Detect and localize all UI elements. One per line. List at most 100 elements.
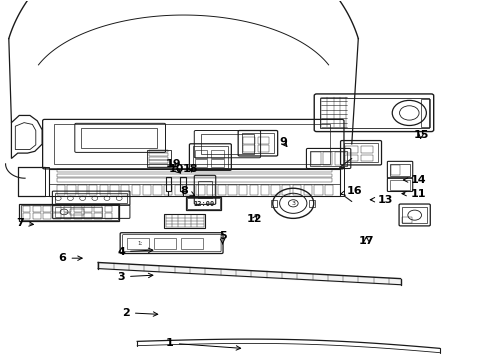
- Text: 3: 3: [291, 201, 295, 206]
- Bar: [84, 213, 92, 220]
- Bar: [210, 150, 223, 158]
- Bar: [360, 146, 372, 153]
- Text: 4: 4: [117, 247, 153, 257]
- Bar: [43, 213, 51, 220]
- Bar: [311, 152, 320, 165]
- Bar: [53, 206, 61, 212]
- Bar: [345, 146, 357, 153]
- Bar: [271, 200, 277, 207]
- Bar: [149, 149, 167, 152]
- Bar: [402, 217, 411, 224]
- Bar: [63, 213, 71, 220]
- Bar: [309, 151, 346, 166]
- Bar: [319, 98, 428, 128]
- Bar: [185, 197, 221, 211]
- Text: 9: 9: [279, 138, 287, 147]
- Bar: [210, 159, 223, 167]
- Text: 8: 8: [180, 186, 194, 196]
- Bar: [345, 154, 357, 161]
- Bar: [390, 165, 399, 175]
- Bar: [239, 185, 247, 195]
- Bar: [57, 178, 331, 182]
- Text: 3: 3: [117, 272, 153, 282]
- Bar: [181, 238, 203, 249]
- Bar: [314, 185, 322, 195]
- Bar: [282, 185, 290, 195]
- Bar: [33, 213, 41, 220]
- Bar: [271, 185, 279, 195]
- Bar: [57, 169, 331, 172]
- Bar: [180, 177, 185, 191]
- Text: 1:: 1:: [137, 241, 142, 246]
- Bar: [165, 177, 171, 191]
- Bar: [127, 238, 149, 249]
- Bar: [49, 169, 339, 196]
- Text: 11: 11: [401, 189, 425, 199]
- Bar: [33, 206, 41, 212]
- Bar: [67, 185, 76, 195]
- Bar: [54, 125, 329, 164]
- Text: 14: 14: [403, 175, 425, 185]
- Text: 12:00: 12:00: [193, 201, 214, 207]
- Bar: [84, 206, 92, 212]
- Text: 15: 15: [412, 130, 428, 140]
- Bar: [243, 136, 254, 144]
- Bar: [198, 181, 211, 198]
- Bar: [110, 185, 119, 195]
- Bar: [21, 205, 118, 220]
- Bar: [257, 136, 269, 144]
- Bar: [121, 185, 129, 195]
- Bar: [325, 185, 332, 195]
- Bar: [149, 160, 167, 163]
- Text: 1: 1: [166, 338, 240, 350]
- Bar: [187, 198, 219, 210]
- Bar: [241, 133, 274, 153]
- Bar: [53, 213, 61, 220]
- Text: 19: 19: [165, 159, 181, 169]
- Bar: [163, 185, 172, 195]
- Bar: [153, 185, 161, 195]
- Bar: [43, 206, 51, 212]
- Bar: [63, 206, 71, 212]
- Text: 17: 17: [358, 236, 373, 246]
- Text: 5: 5: [218, 231, 226, 244]
- Bar: [147, 149, 171, 167]
- Bar: [57, 185, 65, 195]
- Bar: [74, 206, 81, 212]
- Bar: [402, 207, 426, 224]
- Bar: [389, 163, 409, 176]
- Text: 7: 7: [16, 218, 33, 228]
- Bar: [174, 185, 183, 195]
- Bar: [22, 206, 30, 212]
- Text: 10: 10: [168, 164, 183, 174]
- Bar: [55, 193, 127, 203]
- Bar: [149, 164, 167, 167]
- Bar: [89, 185, 97, 195]
- Bar: [249, 185, 258, 195]
- Bar: [104, 213, 112, 220]
- Bar: [303, 185, 311, 195]
- Bar: [100, 185, 108, 195]
- Bar: [257, 145, 269, 152]
- Text: 18: 18: [183, 163, 198, 174]
- Bar: [343, 143, 377, 162]
- Bar: [420, 99, 429, 127]
- Text: 2: 2: [122, 308, 158, 318]
- Bar: [292, 185, 301, 195]
- Bar: [260, 185, 268, 195]
- Bar: [200, 134, 254, 154]
- Bar: [163, 214, 205, 228]
- Bar: [70, 209, 84, 215]
- Text: 13: 13: [369, 195, 392, 205]
- Text: 12: 12: [246, 215, 262, 224]
- Text: 16: 16: [340, 186, 362, 196]
- Bar: [78, 185, 86, 195]
- Text: 6: 6: [59, 253, 82, 263]
- Bar: [57, 174, 331, 177]
- Bar: [194, 150, 207, 158]
- Bar: [194, 159, 207, 167]
- Bar: [94, 213, 102, 220]
- Bar: [323, 152, 331, 165]
- Bar: [22, 213, 30, 220]
- Bar: [360, 154, 372, 161]
